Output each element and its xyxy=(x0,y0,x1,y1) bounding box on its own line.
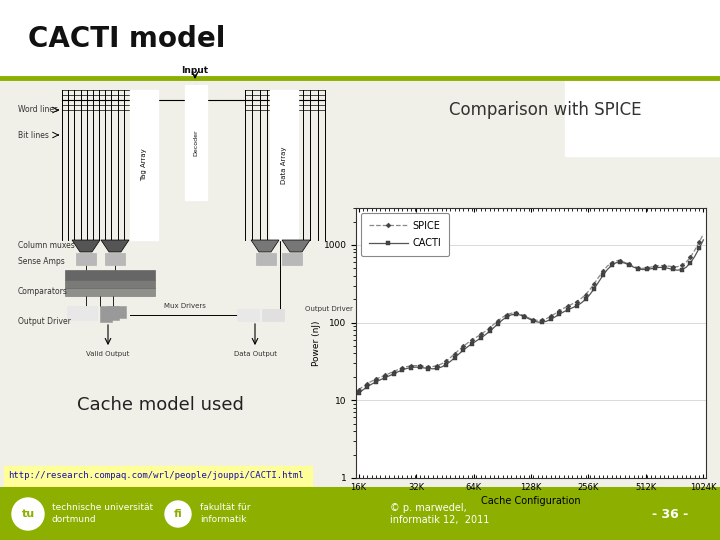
Line: SPICE: SPICE xyxy=(357,232,705,392)
CACTI xyxy=(564,307,572,313)
X-axis label: Cache Configuration: Cache Configuration xyxy=(481,496,581,506)
Text: tu: tu xyxy=(22,509,35,519)
Bar xyxy=(262,309,284,321)
Text: Tag Array: Tag Array xyxy=(141,148,147,181)
Bar xyxy=(185,85,207,200)
CACTI xyxy=(559,308,568,315)
Text: Output Driver: Output Driver xyxy=(18,318,71,327)
Polygon shape xyxy=(251,240,279,252)
SPICE xyxy=(354,387,363,393)
Text: Mux Drivers: Mux Drivers xyxy=(164,303,206,309)
Text: Input: Input xyxy=(181,66,209,75)
Text: Decoder: Decoder xyxy=(194,130,199,156)
Bar xyxy=(282,253,302,265)
Bar xyxy=(4,466,312,486)
Bar xyxy=(65,270,155,280)
CACTI xyxy=(590,285,598,292)
Legend: SPICE, CACTI: SPICE, CACTI xyxy=(361,213,449,256)
Bar xyxy=(270,90,298,240)
Bar xyxy=(67,306,97,320)
Text: fakultät für: fakultät für xyxy=(200,503,251,512)
Text: Bit lines: Bit lines xyxy=(18,131,49,139)
Bar xyxy=(65,288,155,296)
Text: Valid Output: Valid Output xyxy=(86,351,130,357)
Text: technische universität: technische universität xyxy=(52,503,153,512)
SPICE xyxy=(590,280,598,287)
Bar xyxy=(114,306,126,318)
CACTI xyxy=(699,237,708,243)
Text: Comparison with SPICE: Comparison with SPICE xyxy=(449,101,642,119)
Bar xyxy=(0,0,720,78)
Bar xyxy=(107,306,119,320)
Text: fi: fi xyxy=(174,509,182,519)
Text: CACTI model: CACTI model xyxy=(28,25,225,53)
Bar xyxy=(105,253,125,265)
Text: Data Array: Data Array xyxy=(281,146,287,184)
Bar xyxy=(130,90,158,240)
CACTI xyxy=(577,300,585,306)
Bar xyxy=(0,488,720,540)
CACTI xyxy=(660,264,668,271)
Polygon shape xyxy=(101,240,129,252)
Text: - 36 -: - 36 - xyxy=(652,508,688,521)
Bar xyxy=(237,309,259,321)
SPICE xyxy=(577,295,585,302)
Line: CACTI: CACTI xyxy=(357,238,705,395)
Bar xyxy=(76,253,96,265)
Text: Output Driver: Output Driver xyxy=(305,306,353,312)
Bar xyxy=(565,78,720,156)
Text: Cache model used: Cache model used xyxy=(76,396,243,414)
SPICE xyxy=(699,231,708,237)
Bar xyxy=(256,253,276,265)
Text: informatik 12,  2011: informatik 12, 2011 xyxy=(390,515,490,525)
SPICE xyxy=(660,262,668,269)
Y-axis label: Power (nJ): Power (nJ) xyxy=(312,320,321,366)
Text: dortmund: dortmund xyxy=(52,516,96,524)
Text: Column muxes: Column muxes xyxy=(18,240,75,249)
CACTI xyxy=(507,312,516,318)
Circle shape xyxy=(165,501,191,527)
Bar xyxy=(65,280,155,288)
Text: Word lines: Word lines xyxy=(18,105,58,114)
Polygon shape xyxy=(72,240,100,252)
Text: Sense Amps: Sense Amps xyxy=(18,258,65,267)
Polygon shape xyxy=(282,240,310,252)
Text: informatik: informatik xyxy=(200,516,246,524)
Text: Data Output: Data Output xyxy=(233,351,276,357)
SPICE xyxy=(559,305,568,312)
SPICE xyxy=(507,310,516,316)
SPICE xyxy=(564,303,572,309)
Text: http://research.compaq.com/wrl/people/jouppi/CACTI.html: http://research.compaq.com/wrl/people/jo… xyxy=(8,471,304,481)
Text: © p. marwedel,: © p. marwedel, xyxy=(390,503,467,513)
CACTI xyxy=(354,390,363,396)
Circle shape xyxy=(12,498,44,530)
Bar xyxy=(100,306,112,322)
Text: Comparators: Comparators xyxy=(18,287,68,296)
